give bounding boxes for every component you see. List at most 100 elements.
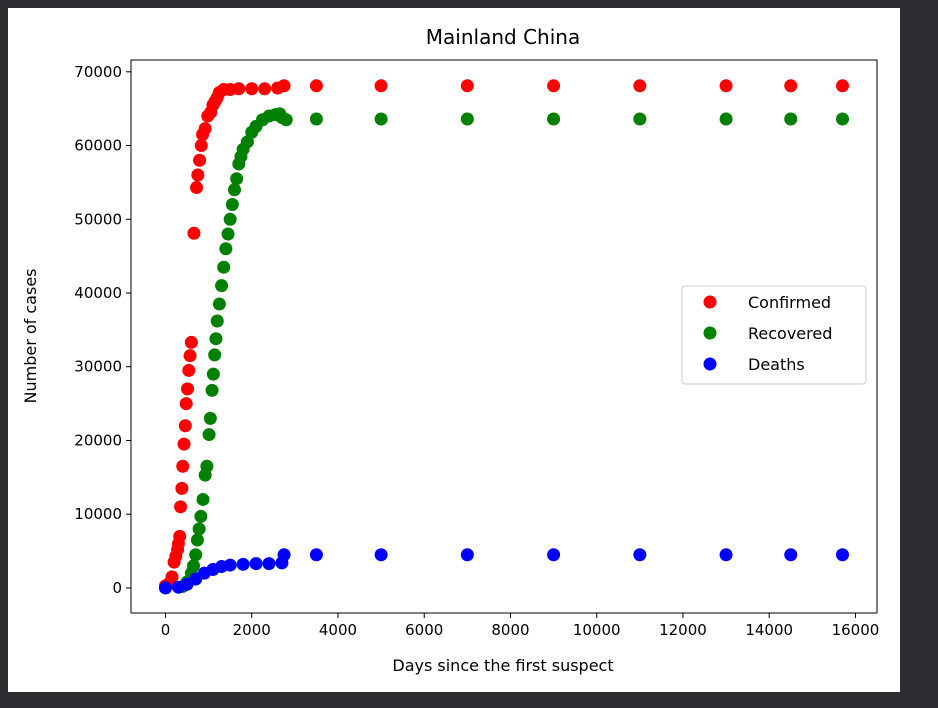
confirmed-point [245,82,259,96]
confirmed-point [183,349,197,363]
recovered-point [836,112,850,126]
deaths-point [719,548,733,562]
confirmed-point [178,419,192,433]
confirmed-point [187,226,201,240]
recovered-point [206,367,220,381]
confirmed-point [194,139,208,153]
confirmed-point [193,153,207,167]
deaths-point [547,548,561,562]
y-tick-label: 0 [112,579,122,597]
x-tick-label: 16000 [832,621,880,639]
deaths-point [836,548,850,562]
y-tick-label: 20000 [74,431,122,449]
confirmed-point [258,82,272,96]
confirmed-point [277,79,291,93]
recovered-point [189,548,203,562]
x-tick-label: 4000 [319,621,357,639]
legend-items: Confirmed Recovered Deaths [703,293,832,374]
y-tick-label: 60000 [74,137,122,155]
series-recovered [158,107,850,595]
legend: Confirmed Recovered Deaths [681,285,867,385]
confirmed-point [374,79,388,93]
confirmed-point [174,500,188,514]
recovered-point [309,112,323,126]
recovered-point [209,332,223,346]
recovered-point [784,112,798,126]
x-tick-label: 14000 [745,621,793,639]
y-axis-label: Number of cases [21,269,40,404]
confirmed-point [182,363,196,377]
data-points-layer [158,79,850,595]
confirmed-point [173,529,187,543]
legend-label: Deaths [748,355,805,374]
recovered-point [279,113,293,127]
confirmed-point [784,79,798,93]
recovered-point [192,522,206,536]
recovered-point [215,279,229,293]
legend-item-recovered: Recovered [703,324,832,343]
confirmed-point [460,79,474,93]
y-tick-label: 40000 [74,284,122,302]
deaths-point [374,548,388,562]
deaths-point [158,581,172,595]
confirmed-point [198,122,212,136]
confirmed-point [719,79,733,93]
recovered-point [547,112,561,126]
confirmed-point [175,481,189,495]
y-tick-label: 10000 [74,505,122,523]
deaths-point [460,548,474,562]
confirmed-point [180,382,194,396]
deaths-point [236,557,250,571]
deaths-point [249,557,263,571]
confirmed-point [177,437,191,451]
recovered-point [190,533,204,547]
recovered-point [187,559,201,573]
y-axis-ticks: 0 10000 20000 30000 40000 50000 60000 70000 [74,63,131,597]
deaths-point [309,548,323,562]
series-confirmed [158,79,850,593]
confirmed-point [836,79,850,93]
chart-title: Mainland China [426,25,580,49]
recovered-point [200,459,214,473]
recovered-point [227,183,241,197]
recovered-point [210,314,224,328]
confirmed-point [232,82,246,96]
x-tick-label: 6000 [405,621,443,639]
x-axis-ticks: 0 2000 4000 6000 8000 10000 12000 14000 16000 [161,613,880,639]
x-tick-label: 8000 [491,621,529,639]
confirmed-point [547,79,561,93]
recovered-point [374,112,388,126]
recovered-point [223,212,237,226]
x-tick-label: 0 [161,621,171,639]
recovered-point [208,348,222,362]
recovered-point [194,509,208,523]
confirmed-point [309,79,323,93]
recovered-point [205,383,219,397]
legend-box [681,285,867,385]
recovered-point [633,112,647,126]
deaths-point [784,548,798,562]
legend-marker [703,357,717,371]
legend-item-confirmed: Confirmed [703,293,831,312]
confirmed-point [633,79,647,93]
confirmed-point [190,181,204,195]
legend-marker [703,295,717,309]
recovered-point [203,411,217,425]
confirmed-point [179,397,193,411]
legend-label: Confirmed [748,293,831,312]
recovered-point [230,172,244,186]
recovered-point [217,260,231,274]
scatter-chart: Mainland China 0 2000 4000 6000 8000 10000 120… [21,25,880,675]
confirmed-point [184,335,198,349]
deaths-point [277,548,291,562]
confirmed-point [191,168,205,182]
deaths-point [223,558,237,572]
y-tick-label: 70000 [74,63,122,81]
deaths-point [262,557,276,571]
series-deaths [158,548,850,595]
recovered-point [202,428,216,442]
confirmed-point [165,570,179,584]
recovered-point [221,227,235,241]
recovered-point [719,112,733,126]
confirmed-point [176,459,190,473]
